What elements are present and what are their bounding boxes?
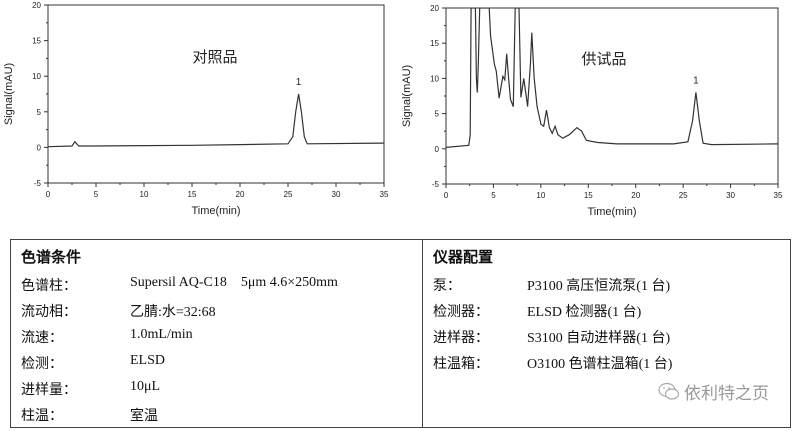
row-label: 流速： xyxy=(21,331,63,346)
x-tick-label: 25 xyxy=(679,191,688,200)
peak-label: 1 xyxy=(296,77,302,88)
x-tick-label: 30 xyxy=(332,190,341,199)
x-tick-label: 0 xyxy=(444,191,449,200)
wechat-icon xyxy=(658,382,680,400)
x-tick-label: 10 xyxy=(140,190,149,199)
x-tick-label: 10 xyxy=(536,191,545,200)
x-tick-label: 35 xyxy=(380,190,389,199)
row-label: 色谱柱： xyxy=(21,279,77,294)
row-value: Supersil AQ-C18 5μm 4.6×250mm xyxy=(130,275,338,290)
row-value: 乙腈:水=32:68 xyxy=(130,305,216,320)
signal-trace xyxy=(48,93,384,148)
x-tick-label: 5 xyxy=(94,190,99,199)
instrument-configuration: 仪器配置 泵： P3100 高压恒流泵(1 台) 检测器： ELSD 检测器(1 台… xyxy=(423,240,791,427)
x-axis-label: Time(min) xyxy=(191,205,240,217)
x-tick-label: 20 xyxy=(631,191,640,200)
row-label: 流动相： xyxy=(21,305,77,320)
conditions-table: 色谱条件 色谱柱： Supersil AQ-C18 5μm 4.6×250mm 流… xyxy=(10,239,791,428)
chart-1: 0 5 10 15 20 25 30 35 -5 0 5 10 15 20 Time(min) Signal(… xyxy=(3,1,389,217)
watermark: 依利特之页 xyxy=(658,379,769,404)
y-tick-label: 10 xyxy=(32,72,41,81)
chromatograms: 0 5 10 15 20 25 30 35-505101520Time(min)Signal(… xyxy=(3,1,783,218)
x-tick-label: 35 xyxy=(774,191,783,200)
y-tick-label: -5 xyxy=(34,179,42,188)
x-tick-label: 25 xyxy=(284,190,293,199)
row-label: 进样量： xyxy=(21,383,77,398)
y-tick-label: 20 xyxy=(430,4,439,13)
y-tick-label: 10 xyxy=(430,74,439,83)
y-tick-label: 5 xyxy=(37,108,42,117)
sample-annotation: 对照品 xyxy=(192,49,237,66)
x-tick-label: 15 xyxy=(188,190,197,199)
y-tick-label: 5 xyxy=(435,110,440,119)
y-tick-label: -5 xyxy=(432,180,440,189)
y-tick-label: 0 xyxy=(37,143,42,152)
row-value: 室温 xyxy=(130,409,158,424)
section-title: 仪器配置 xyxy=(433,250,494,266)
x-tick-label: 0 xyxy=(46,190,51,199)
row-value: O3100 色谱柱温箱(1 台) xyxy=(527,357,673,372)
y-tick-label: 20 xyxy=(32,1,41,10)
y-axis-label: Signal(mAU) xyxy=(401,65,413,127)
sample-annotation: 供试品 xyxy=(581,51,626,68)
y-tick-label: 15 xyxy=(32,37,41,46)
chart-2: 0 5 10 15 20 25 30 35 -5 0 5 10 15 20 Time(min) Signal(… xyxy=(401,4,783,218)
x-tick-label: 15 xyxy=(584,191,593,200)
plot-frame xyxy=(445,7,779,185)
row-value: ELSD 检测器(1 台) xyxy=(527,305,642,320)
row-value: S3100 自动进样器(1 台) xyxy=(527,331,671,346)
row-label: 检测器： xyxy=(433,305,489,320)
x-tick-label: 5 xyxy=(491,191,496,200)
row-value: 1.0mL/min xyxy=(130,327,193,342)
row-label: 检测： xyxy=(21,357,63,372)
watermark-text: 依利特之页 xyxy=(684,384,769,404)
row-label: 泵： xyxy=(433,279,461,294)
plot-frame xyxy=(47,4,385,184)
chromatography-conditions: 色谱条件 色谱柱： Supersil AQ-C18 5μm 4.6×250mm 流… xyxy=(11,240,423,427)
section-title: 色谱条件 xyxy=(21,250,82,266)
row-label: 柱温： xyxy=(21,409,63,424)
row-label: 进样器： xyxy=(433,331,489,346)
signal-trace xyxy=(446,8,778,148)
x-tick-label: 30 xyxy=(726,191,735,200)
row-label: 柱温箱： xyxy=(433,357,489,372)
row-value: P3100 高压恒流泵(1 台) xyxy=(527,279,671,294)
x-tick-label: 20 xyxy=(236,190,245,199)
y-axis-label: Signal(mAU) xyxy=(3,63,15,125)
peak-label: 1 xyxy=(693,75,699,86)
y-tick-label: 0 xyxy=(435,145,440,154)
row-value: 10μL xyxy=(130,379,161,394)
row-value: ELSD xyxy=(130,353,165,368)
x-axis-label: Time(min) xyxy=(587,206,636,218)
y-tick-label: 15 xyxy=(430,39,439,48)
